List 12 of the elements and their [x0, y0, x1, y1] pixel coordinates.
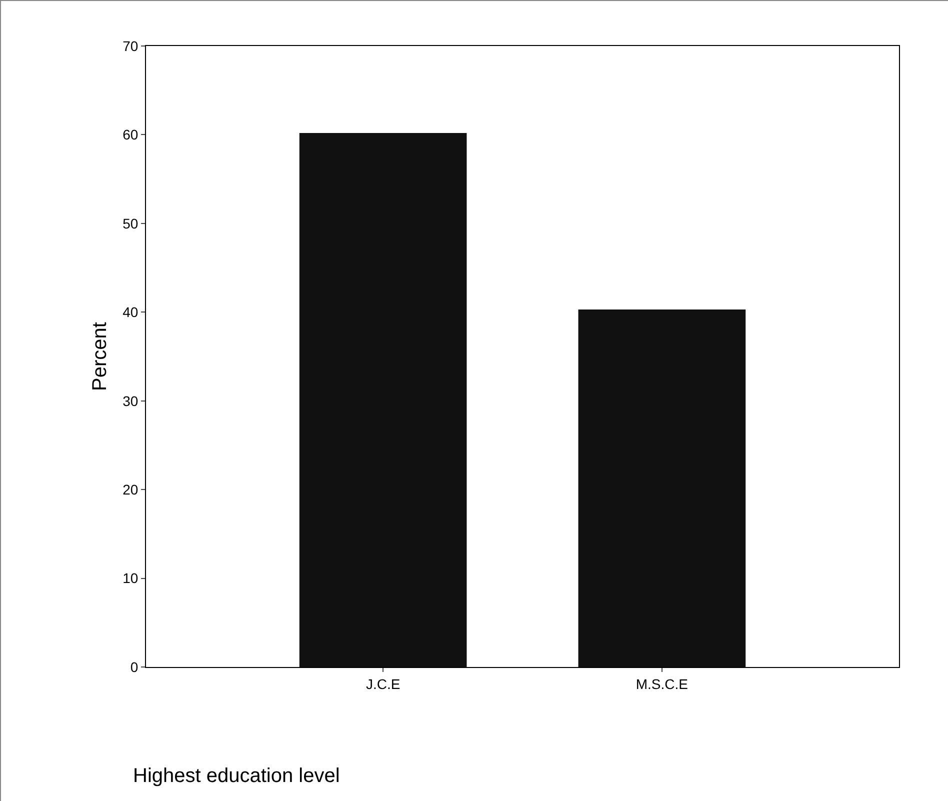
y-tick-label: 40: [122, 304, 138, 320]
y-tick-label: 50: [122, 215, 138, 232]
y-tick-label: 10: [122, 570, 138, 586]
y-tick-label: 70: [122, 38, 138, 54]
y-axis-title: Percent: [89, 322, 112, 391]
y-tick-label: 0: [130, 658, 138, 675]
x-tick-label: M.S.C.E: [636, 676, 688, 692]
x-tick-label: J.C.E: [366, 676, 400, 692]
y-tick-label: 60: [122, 126, 138, 143]
y-tick-label: 30: [122, 392, 138, 409]
x-axis-title: Highest education level: [133, 765, 340, 787]
y-tick-label: 20: [122, 481, 138, 498]
